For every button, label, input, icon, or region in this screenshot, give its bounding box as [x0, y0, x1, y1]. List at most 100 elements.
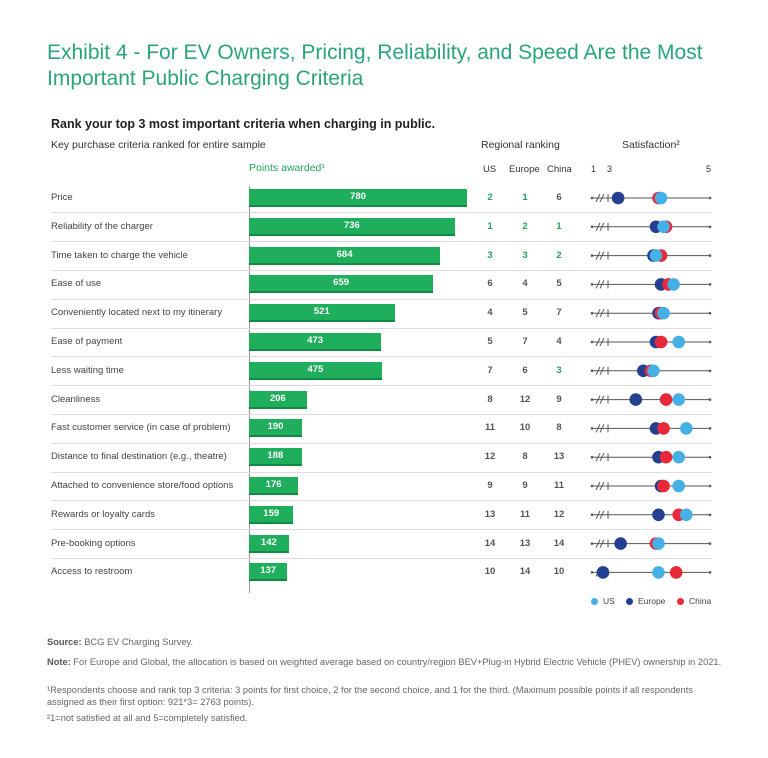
satisfaction-start-dot — [590, 484, 594, 488]
us-satisfaction-dot — [672, 479, 685, 493]
axis-break-mark — [599, 452, 605, 462]
note: Note: For Europe and Global, the allocat… — [47, 656, 727, 668]
bar: 188 — [249, 448, 302, 467]
bar: 176 — [249, 477, 299, 495]
row-divider — [51, 442, 712, 444]
criteria-label: Reliability of the charger — [51, 220, 153, 232]
axis-break-mark — [595, 193, 601, 203]
europe-rank: 4 — [522, 278, 528, 290]
us-satisfaction-dot — [649, 249, 663, 262]
us-rank: 10 — [484, 566, 496, 578]
us-satisfaction-dot — [667, 278, 680, 291]
axis-break-mark — [595, 308, 601, 318]
europe-rank: 8 — [522, 451, 528, 463]
row-divider — [51, 500, 712, 502]
bar: 659 — [249, 275, 434, 294]
europe-rank: 6 — [522, 364, 528, 376]
china-rank: 10 — [553, 566, 565, 578]
china-rank: 9 — [556, 393, 562, 405]
row-divider — [51, 270, 712, 271]
satisfaction-end-dot — [708, 311, 712, 315]
satisfaction-end-dot — [708, 196, 712, 200]
china-satisfaction-dot — [654, 335, 668, 349]
satisfaction-end-dot — [708, 225, 712, 229]
row-divider — [51, 212, 712, 214]
china-satisfaction-dot — [659, 393, 673, 406]
bar: 475 — [249, 361, 382, 380]
axis-break-mark — [599, 395, 605, 404]
bar: 159 — [249, 505, 294, 524]
axis-break-mark — [595, 481, 601, 491]
us-satisfaction-dot — [672, 393, 685, 406]
bar: 473 — [249, 333, 382, 351]
bar: 736 — [249, 217, 455, 236]
satisfaction-row — [590, 306, 712, 320]
bar: 190 — [249, 419, 303, 438]
europe-rank: 12 — [519, 393, 531, 405]
us-header: US — [483, 164, 497, 175]
satisfaction-row — [590, 537, 712, 550]
us-satisfaction-dot — [652, 537, 665, 550]
satisfaction-row — [590, 393, 712, 406]
us-satisfaction-dot — [652, 566, 665, 579]
satisfaction-start-dot — [590, 398, 594, 401]
bar: 684 — [249, 246, 441, 265]
satisfaction-end-dot — [708, 513, 712, 517]
satisfaction-end-dot — [708, 369, 712, 373]
criteria-label: Ease of payment — [51, 336, 123, 347]
bar-value-label: 473 — [307, 335, 324, 346]
row-divider — [51, 356, 712, 358]
points-header: Points awarded¹ — [249, 162, 325, 174]
axis-break-mark — [595, 424, 601, 433]
us-satisfaction-dot — [654, 191, 668, 205]
satisfaction-row — [590, 508, 712, 522]
scale-label-3: 3 — [607, 164, 613, 174]
satisfaction-start-dot — [590, 542, 594, 545]
criteria-label: Access to restroom — [51, 566, 133, 578]
axis-break-mark — [599, 280, 605, 289]
us-rank: 1 — [487, 220, 493, 232]
axis-break-mark — [595, 510, 601, 520]
regional-header: Regional ranking — [481, 139, 560, 151]
europe-satisfaction-dot — [596, 566, 610, 579]
axis-break-mark — [595, 337, 601, 347]
chart-title: Exhibit 4 - For EV Owners, Pricing, Reli… — [47, 41, 703, 90]
criteria-label: Pre-booking options — [51, 537, 136, 549]
axis-break-mark — [599, 481, 605, 491]
axis-break-mark — [599, 251, 605, 260]
satisfaction-row — [590, 479, 712, 493]
scale-label-5: 5 — [706, 164, 712, 174]
china-rank: 8 — [556, 422, 562, 434]
criteria-label: Price — [51, 192, 73, 203]
satisfaction-row — [590, 335, 712, 349]
row-divider — [51, 558, 712, 559]
satisfaction-row — [590, 249, 712, 262]
axis-break-mark — [595, 366, 601, 376]
row-divider — [51, 327, 712, 329]
china-satisfaction-dot — [657, 479, 670, 493]
us-rank: 11 — [484, 422, 496, 434]
satisfaction-end-dot — [708, 398, 712, 401]
legend-china-label: China — [689, 596, 712, 606]
us-rank: 3 — [487, 249, 493, 261]
satisfaction-start-dot — [590, 455, 594, 459]
europe-satisfaction-dot — [629, 393, 643, 406]
europe-rank: 10 — [519, 422, 531, 434]
china-rank: 4 — [556, 336, 562, 347]
legend-us: US — [591, 596, 615, 606]
satisfaction-end-dot — [708, 427, 712, 430]
chart-subtitle: Rank your top 3 most important criteria … — [51, 117, 436, 131]
criteria-label: Attached to convenience store/food optio… — [51, 480, 234, 491]
footnote-2: ²1=not satisfied at all and 5=completely… — [47, 713, 248, 723]
satisfaction-end-dot — [708, 254, 712, 257]
axis-break-mark — [595, 222, 601, 232]
satisfaction-row — [590, 278, 712, 291]
europe-header: Europe — [509, 164, 540, 175]
criteria-label: Rewards or loyalty cards — [51, 508, 156, 520]
us-rank: 6 — [487, 278, 493, 290]
europe-rank: 1 — [522, 192, 528, 203]
axis-break-mark — [599, 366, 605, 376]
satisfaction-row — [590, 220, 712, 234]
satisfaction-end-dot — [708, 484, 712, 488]
bar-value-label: 137 — [260, 565, 277, 577]
